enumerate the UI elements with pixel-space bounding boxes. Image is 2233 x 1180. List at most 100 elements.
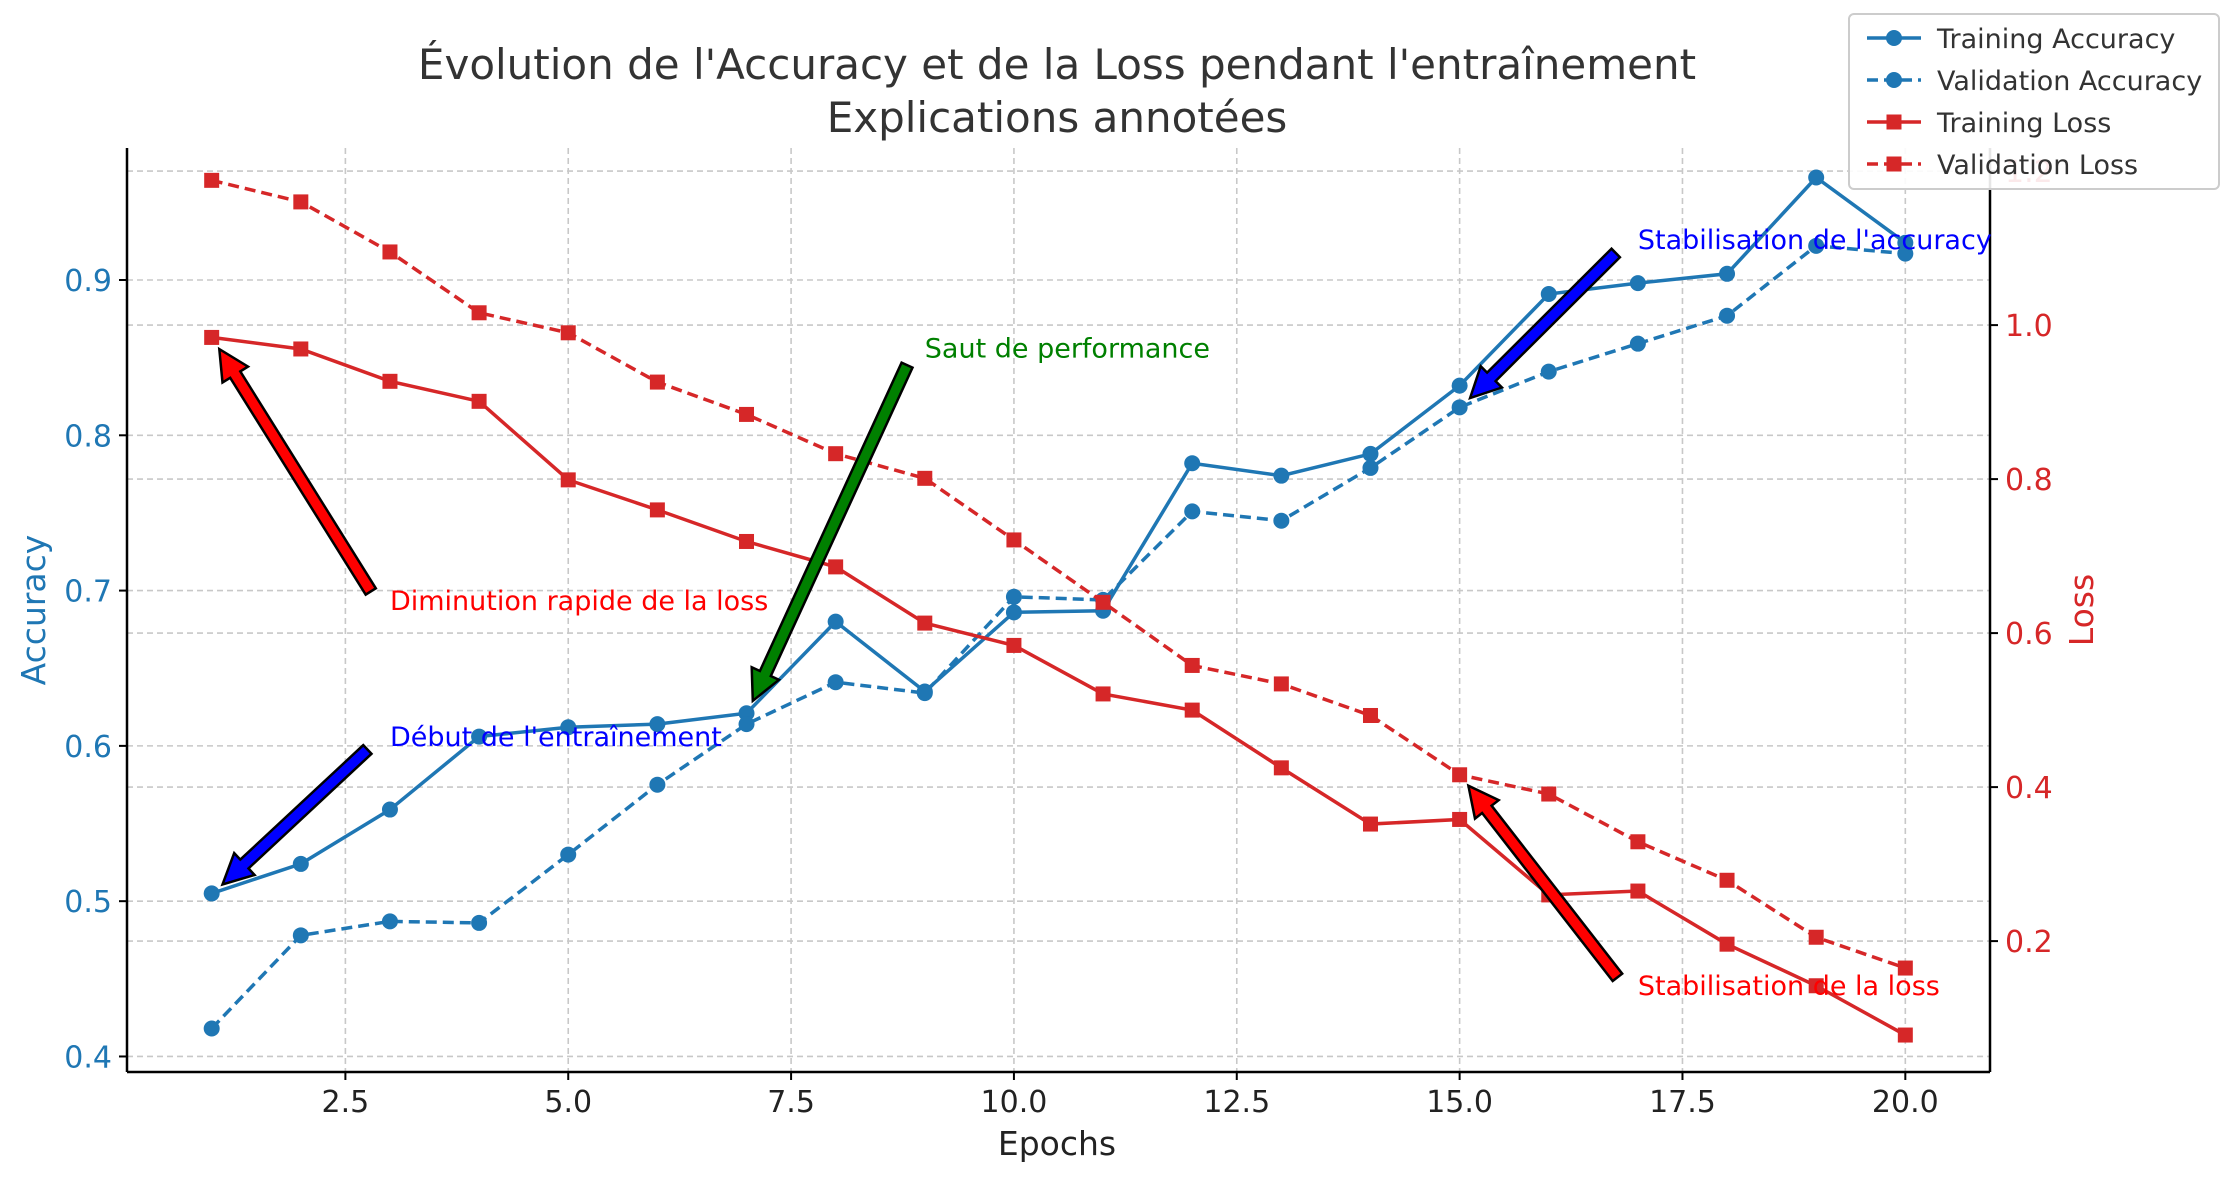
x-tick-label: 7.5 bbox=[767, 1085, 815, 1120]
y-right-tick-label: 1.0 bbox=[2005, 309, 2053, 344]
data-point bbox=[1719, 265, 1736, 282]
data-point bbox=[382, 244, 398, 260]
data-point bbox=[1273, 512, 1290, 529]
annotation-arrow bbox=[750, 360, 915, 704]
series-training-loss bbox=[204, 329, 1913, 1043]
data-point bbox=[827, 613, 844, 630]
data-point bbox=[1273, 676, 1289, 692]
series-training-accuracy bbox=[203, 169, 1914, 902]
data-point bbox=[1897, 960, 1913, 976]
legend-label: Training Loss bbox=[1936, 108, 2111, 139]
data-point bbox=[1362, 459, 1379, 476]
data-point bbox=[1184, 657, 1200, 673]
data-point bbox=[1541, 786, 1557, 802]
data-point bbox=[739, 406, 755, 422]
annotations-layer: Début de l'entraînement Diminution rapide… bbox=[217, 225, 1992, 1002]
series-validation-accuracy bbox=[203, 237, 1914, 1037]
legend-label: Validation Loss bbox=[1937, 150, 2138, 181]
data-point bbox=[917, 615, 933, 631]
axes: 2.5 5.0 7.5 10.0 12.5 15.0 17.5 20.0 0.4 0.5 0.6 0.… bbox=[64, 148, 2053, 1120]
data-point bbox=[1719, 872, 1735, 888]
legend-marker bbox=[1886, 114, 1902, 130]
data-point bbox=[1808, 237, 1825, 254]
data-point bbox=[828, 559, 844, 575]
chart-subtitle: Explications annotées bbox=[827, 93, 1288, 142]
legend-marker bbox=[1886, 156, 1902, 172]
y-right-tick-label: 0.8 bbox=[2005, 463, 2053, 498]
data-point bbox=[1630, 834, 1646, 850]
chart-title: Évolution de l'Accuracy et de la Loss pe… bbox=[418, 39, 1696, 89]
x-tick-label: 20.0 bbox=[1872, 1085, 1939, 1120]
annotation-label: Stabilisation de la loss bbox=[1638, 971, 1940, 1002]
data-point bbox=[1540, 285, 1557, 302]
series-line bbox=[211, 178, 1906, 970]
data-point bbox=[204, 172, 220, 188]
annotation-label: Saut de performance bbox=[925, 334, 1210, 365]
legend-marker bbox=[1886, 72, 1902, 88]
data-point bbox=[1184, 503, 1201, 520]
data-point bbox=[1095, 594, 1111, 610]
data-point bbox=[1006, 637, 1022, 653]
data-point bbox=[1808, 929, 1824, 945]
data-point bbox=[1095, 686, 1111, 702]
data-point bbox=[1629, 275, 1646, 292]
data-point bbox=[560, 472, 576, 488]
x-tick-label: 15.0 bbox=[1426, 1085, 1493, 1120]
data-point bbox=[1273, 467, 1290, 484]
x-tick-label: 10.0 bbox=[981, 1085, 1048, 1120]
series-line bbox=[211, 335, 1907, 1037]
data-point bbox=[560, 719, 577, 736]
legend-box bbox=[1848, 13, 2220, 190]
y-right-tick-label: 0.6 bbox=[2005, 617, 2053, 652]
legend-label: Training Accuracy bbox=[1936, 24, 2175, 55]
data-point bbox=[738, 716, 755, 733]
data-point bbox=[1451, 399, 1468, 416]
data-point bbox=[382, 373, 398, 389]
series-line bbox=[211, 175, 1907, 896]
data-point bbox=[293, 341, 309, 357]
y-left-tick-label: 0.9 bbox=[64, 264, 112, 299]
data-point bbox=[293, 194, 309, 210]
data-point bbox=[1451, 377, 1468, 394]
data-point bbox=[1005, 604, 1022, 621]
data-point bbox=[292, 855, 309, 872]
x-tick-label: 12.5 bbox=[1203, 1085, 1270, 1120]
annotation-arrow bbox=[1468, 246, 1622, 400]
data-point bbox=[1005, 588, 1022, 605]
annotation-label: Début de l'entraînement bbox=[390, 722, 722, 753]
data-point bbox=[1452, 767, 1468, 783]
annotation-arrow bbox=[220, 743, 374, 887]
y-left-tick-label: 0.6 bbox=[64, 730, 112, 765]
data-point bbox=[560, 325, 576, 341]
data-point bbox=[1897, 245, 1914, 262]
data-point bbox=[1006, 532, 1022, 548]
legend: Training Accuracy Validation Accuracy Trai… bbox=[1848, 13, 2220, 190]
data-point bbox=[827, 674, 844, 691]
data-point bbox=[381, 801, 398, 818]
data-point bbox=[1897, 1027, 1913, 1043]
data-point bbox=[1808, 169, 1825, 186]
series-validation-loss bbox=[204, 172, 1913, 976]
data-point bbox=[471, 728, 488, 745]
y-right-tick-label: 0.2 bbox=[2005, 925, 2053, 960]
data-point bbox=[471, 393, 487, 409]
data-point bbox=[1808, 978, 1824, 994]
y-right-tick-label: 0.4 bbox=[2005, 771, 2053, 806]
annotation-label: Diminution rapide de la loss bbox=[390, 586, 768, 617]
data-point bbox=[1540, 363, 1557, 380]
data-point bbox=[649, 716, 666, 733]
data-point bbox=[1452, 811, 1468, 827]
y-left-tick-label: 0.7 bbox=[64, 575, 112, 610]
data-point bbox=[1184, 702, 1200, 718]
legend-label: Validation Accuracy bbox=[1937, 66, 2202, 97]
series-layer bbox=[203, 169, 1914, 1043]
annotation-label: Stabilisation de l'accuracy bbox=[1638, 225, 1992, 256]
data-point bbox=[1362, 445, 1379, 462]
x-tick-label: 17.5 bbox=[1649, 1085, 1716, 1120]
y-axis-label-left: Accuracy bbox=[14, 535, 53, 686]
data-point bbox=[1719, 307, 1736, 324]
x-axis-label: Epochs bbox=[998, 1124, 1116, 1163]
data-point bbox=[1273, 760, 1289, 776]
data-point bbox=[828, 446, 844, 462]
x-tick-label: 2.5 bbox=[322, 1085, 370, 1120]
